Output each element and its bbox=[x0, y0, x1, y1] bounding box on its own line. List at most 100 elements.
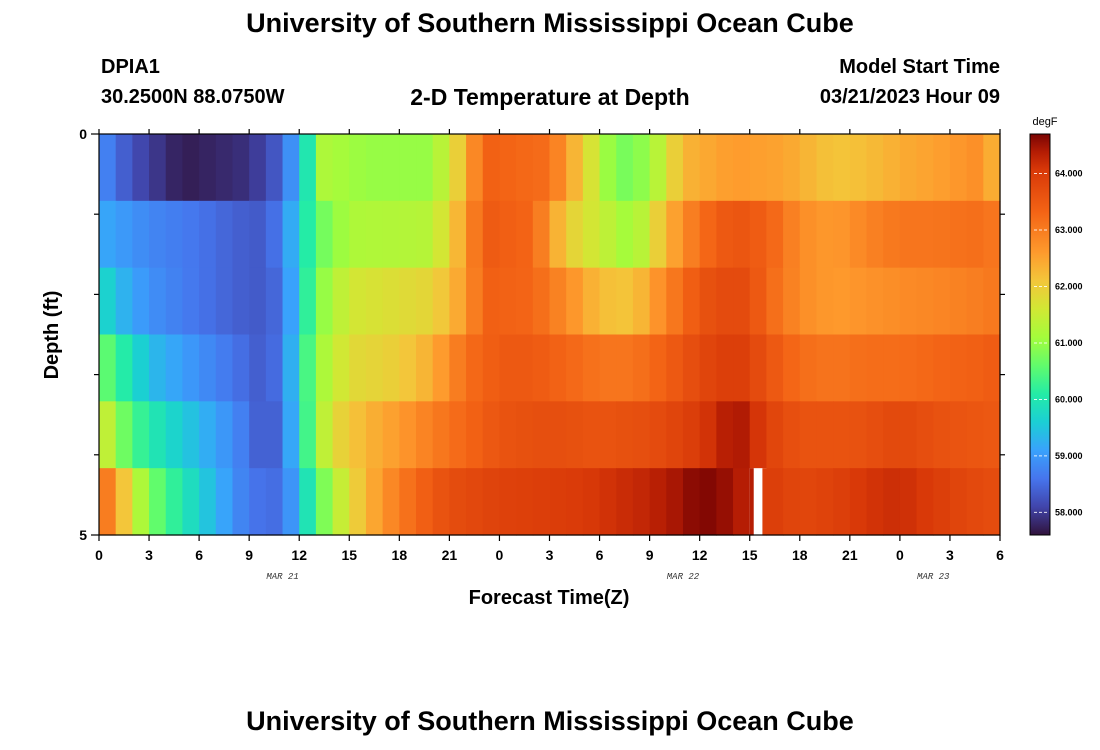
heatmap-cell bbox=[632, 267, 651, 336]
heatmap-cell bbox=[399, 134, 417, 202]
heatmap-cell bbox=[215, 200, 234, 269]
colorbar-unit: degF bbox=[1032, 116, 1057, 128]
heatmap-cell bbox=[432, 334, 450, 402]
heatmap-cell bbox=[966, 200, 984, 269]
heatmap-cell bbox=[482, 200, 501, 269]
heatmap-cell bbox=[899, 267, 918, 336]
heatmap-cell bbox=[599, 267, 617, 336]
heatmap-cell bbox=[482, 267, 501, 336]
x-tick-label: 6 bbox=[996, 547, 1004, 563]
heatmap-cell bbox=[933, 401, 951, 469]
heatmap-cell bbox=[766, 134, 784, 202]
heatmap-cell bbox=[582, 267, 601, 336]
heatmap-cell bbox=[265, 401, 284, 469]
heatmap-cell bbox=[933, 267, 951, 336]
heatmap-cell bbox=[215, 468, 234, 536]
heatmap-cell bbox=[165, 200, 184, 269]
heatmap-cell bbox=[799, 334, 818, 402]
heatmap-cell bbox=[232, 468, 250, 536]
heatmap-cell bbox=[249, 401, 267, 469]
heatmap-cell bbox=[332, 401, 350, 469]
heatmap-cell bbox=[949, 334, 968, 402]
heatmap-cell bbox=[716, 401, 734, 469]
heatmap-cell bbox=[449, 334, 467, 402]
heatmap-cell bbox=[382, 468, 400, 536]
heatmap-cell bbox=[883, 401, 901, 469]
heatmap-cell bbox=[516, 267, 534, 336]
x-tick-label: 21 bbox=[842, 547, 858, 563]
heatmap-cell bbox=[849, 134, 868, 202]
heatmap-cell bbox=[733, 200, 751, 269]
heatmap-cell bbox=[766, 200, 784, 269]
colorbar-tick-label: 60.000 bbox=[1055, 394, 1083, 404]
heatmap-cell bbox=[165, 334, 184, 402]
heatmap-cell bbox=[232, 401, 250, 469]
heatmap-cell bbox=[416, 200, 434, 269]
heatmap-cell bbox=[949, 267, 968, 336]
heatmap-cell bbox=[149, 200, 167, 269]
heatmap-cell bbox=[215, 267, 234, 336]
heatmap-cell bbox=[249, 334, 267, 402]
heatmap-cell bbox=[699, 267, 717, 336]
heatmap-cell bbox=[916, 267, 934, 336]
heatmap-cell bbox=[866, 200, 884, 269]
heatmap-cell bbox=[165, 468, 184, 536]
heatmap-cell bbox=[416, 401, 434, 469]
heatmap-cell bbox=[115, 267, 133, 336]
x-tick-label: 3 bbox=[145, 547, 153, 563]
heatmap-cell bbox=[833, 200, 851, 269]
heatmap-cell bbox=[99, 200, 117, 269]
heatmap-cell bbox=[682, 267, 701, 336]
heatmap-cell bbox=[733, 334, 751, 402]
heatmap-cell bbox=[232, 334, 250, 402]
heatmap-cell bbox=[165, 401, 184, 469]
heatmap-cell bbox=[132, 267, 150, 336]
heatmap-cell bbox=[699, 401, 717, 469]
heatmap-cell bbox=[983, 468, 1001, 536]
heatmap-cell bbox=[566, 200, 584, 269]
heatmap-cell bbox=[899, 134, 918, 202]
x-tick-label: 0 bbox=[95, 547, 103, 563]
heatmap-cell bbox=[766, 468, 784, 536]
heatmap-cell bbox=[332, 468, 350, 536]
x-tick-label: 18 bbox=[792, 547, 808, 563]
heatmap-cell bbox=[733, 134, 751, 202]
station-id: DPIA1 bbox=[101, 56, 160, 78]
heatmap-cell bbox=[299, 200, 317, 269]
heatmap-cell bbox=[282, 468, 300, 536]
heatmap-cell bbox=[282, 334, 300, 402]
heatmap-cell bbox=[733, 267, 751, 336]
heatmap-cell bbox=[349, 401, 367, 469]
colorbar: 58.000 59.000 60.000 61.000 62.000 63.000 64.0… bbox=[1029, 133, 1083, 536]
heatmap-cell bbox=[649, 334, 667, 402]
heatmap-cell bbox=[282, 401, 300, 469]
heatmap-cell bbox=[282, 200, 300, 269]
heatmap-cell bbox=[799, 468, 818, 536]
heatmap-cell bbox=[115, 401, 133, 469]
heatmap-cell bbox=[783, 401, 801, 469]
heatmap-cell bbox=[983, 267, 1001, 336]
heatmap-cell bbox=[816, 134, 834, 202]
heatmap-cell bbox=[783, 468, 801, 536]
heatmap-cell bbox=[833, 401, 851, 469]
x-tick-label: 12 bbox=[291, 547, 307, 563]
heatmap-cell bbox=[883, 334, 901, 402]
heatmap-cell bbox=[582, 200, 601, 269]
heatmap-cell bbox=[883, 267, 901, 336]
heatmap-cell bbox=[365, 401, 384, 469]
heatmap-cell bbox=[315, 134, 334, 202]
heatmap-cell bbox=[332, 134, 350, 202]
colorbar-tick-label: 59.000 bbox=[1055, 451, 1083, 461]
heatmap-cell bbox=[799, 134, 818, 202]
heatmap-cell bbox=[516, 200, 534, 269]
y-tick-label: 0 bbox=[79, 126, 87, 142]
heatmap-cell bbox=[99, 267, 117, 336]
station-coordinates: 30.2500N 88.0750W bbox=[101, 86, 285, 108]
heatmap-cell bbox=[733, 401, 751, 469]
heatmap-cell bbox=[249, 134, 267, 202]
heatmap-cell bbox=[532, 267, 551, 336]
x-tick-label: 6 bbox=[195, 547, 203, 563]
heatmap-cell bbox=[282, 134, 300, 202]
plot-title: 2-D Temperature at Depth bbox=[410, 84, 690, 110]
